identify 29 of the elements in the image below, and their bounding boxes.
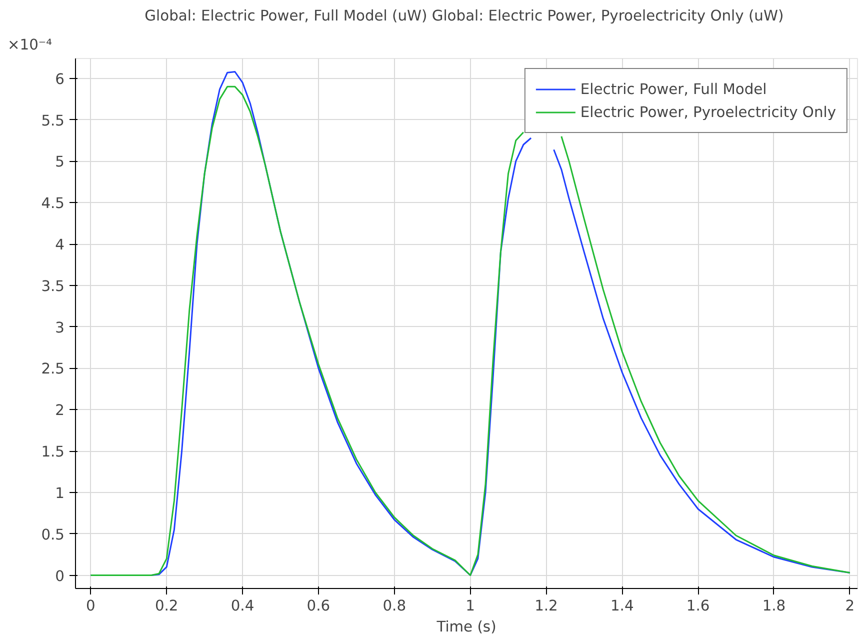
legend-label: Electric Power, Full Model [580,80,767,98]
y-tick-label: 1 [55,484,65,502]
x-tick-label: 0 [86,598,96,614]
y-tick-label: 4.5 [41,195,65,212]
legend-label: Electric Power, Pyroelectricity Only [580,104,836,120]
x-tick-label: 1.2 [534,598,558,614]
x-tick-label: 1.4 [610,598,634,614]
chart-title: Global: Electric Power, Full Model (uW) Global: Electric Power, Pyroelectricity Only (uW) [144,8,784,24]
y-tick-label: 4 [55,236,65,254]
x-tick-label: 1.6 [686,598,710,614]
y-tick-label: 1.5 [41,444,65,461]
y-tick-label: 3.5 [41,278,65,295]
y-tick-label: 3 [55,319,65,336]
x-tick-label: 0.2 [154,598,178,614]
x-tick-label: 1 [466,598,475,614]
y-tick-label: 2 [55,402,65,420]
y-tick-label: 2.5 [41,360,65,378]
y-tick-label: 6 [55,70,65,88]
x-tick-label: 0.4 [230,598,254,614]
y-tick-label: 5.5 [41,112,65,130]
x-tick-label: 2 [845,598,855,614]
y-tick-label: 0.5 [41,526,65,544]
y-tick-label: 5 [55,154,65,171]
y-tick-label: 0 [55,568,65,585]
x-axis-title: Time (s) [436,618,496,636]
x-tick-label: 0.6 [306,598,330,614]
x-tick-label: 1.8 [762,598,786,614]
text: ×10⁻⁴ [8,36,52,54]
x-tick-label: 0.8 [382,598,406,614]
